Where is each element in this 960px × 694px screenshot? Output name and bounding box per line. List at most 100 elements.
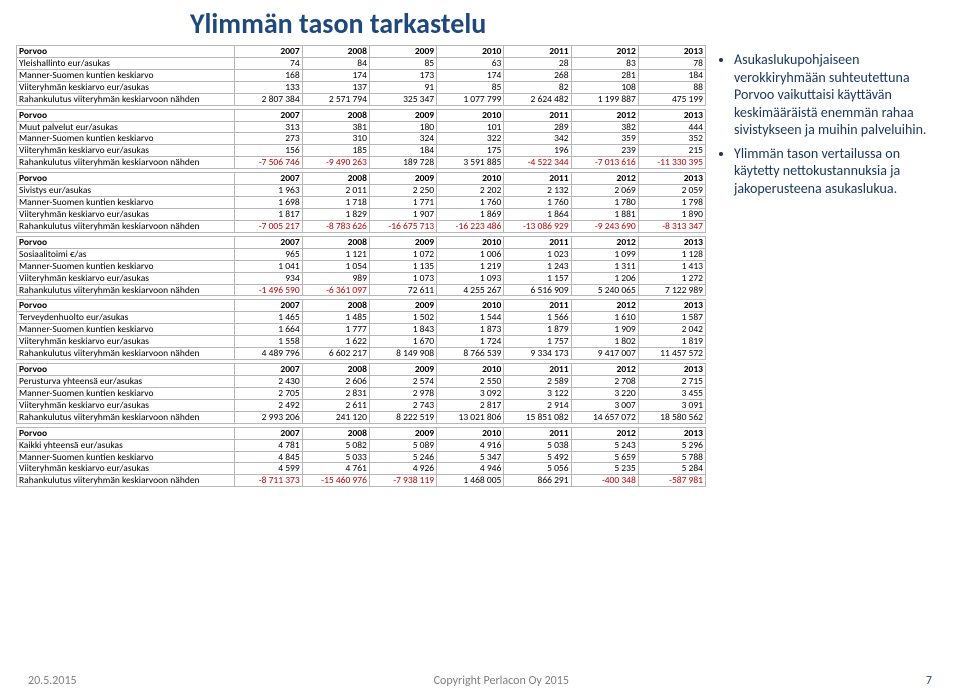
row-value: 180 (369, 121, 436, 133)
row-value: 1 890 (638, 208, 705, 220)
table-row: Terveydenhuolto eur/asukas1 4651 4851 50… (17, 312, 706, 324)
table-header-year: 2009 (369, 46, 436, 58)
row-value: 2 132 (504, 185, 571, 197)
row-value: 1 135 (369, 260, 436, 272)
row-value: 273 (235, 133, 302, 145)
table-row: Viiteryhmän keskiarvo eur/asukas1 8171 8… (17, 208, 706, 220)
row-value: 1 724 (437, 336, 504, 348)
row-value: 8 222 519 (369, 411, 436, 423)
row-value: 444 (638, 121, 705, 133)
row-value: 5 246 (369, 451, 436, 463)
row-value: 2 011 (302, 185, 369, 197)
row-value: 2 574 (369, 375, 436, 387)
row-value: 5 089 (369, 439, 436, 451)
table-header-label: Porvoo (17, 109, 235, 121)
row-value: 1 099 (571, 248, 638, 260)
row-label: Viiteryhmän keskiarvo eur/asukas (17, 208, 235, 220)
row-value: 1 760 (504, 197, 571, 209)
row-value: 2 993 206 (235, 411, 302, 423)
table-row: Viiteryhmän keskiarvo eur/asukas15618518… (17, 145, 706, 157)
table-header-label: Porvoo (17, 300, 235, 312)
row-value: 1 907 (369, 208, 436, 220)
row-label: Sivistys eur/asukas (17, 185, 235, 197)
row-value: 174 (302, 69, 369, 81)
row-value: 5 033 (302, 451, 369, 463)
row-value: 108 (571, 81, 638, 93)
row-value: 4 926 (369, 463, 436, 475)
row-value: 5 284 (638, 463, 705, 475)
row-value: 5 788 (638, 451, 705, 463)
table-header-year: 2011 (504, 46, 571, 58)
table-header-year: 2007 (235, 364, 302, 376)
table-header-year: 2012 (571, 427, 638, 439)
row-label: Manner-Suomen kuntien keskiarvo (17, 387, 235, 399)
row-label: Muut palvelut eur/asukas (17, 121, 235, 133)
table-header-year: 2012 (571, 173, 638, 185)
row-value: 1 413 (638, 260, 705, 272)
row-value: 82 (504, 81, 571, 93)
row-value: 101 (437, 121, 504, 133)
row-value: 74 (235, 57, 302, 69)
row-value: -7 938 119 (369, 475, 436, 487)
table-row: Viiteryhmän keskiarvo eur/asukas1 5581 6… (17, 336, 706, 348)
row-value: 174 (437, 69, 504, 81)
row-value: 1 622 (302, 336, 369, 348)
row-value: -1 496 590 (235, 284, 302, 296)
table-row: Rahankulutus viiteryhmän keskiarvoon näh… (17, 411, 706, 423)
footer-date: 20.5.2015 (28, 674, 77, 688)
row-label: Rahankulutus viiteryhmän keskiarvoon näh… (17, 157, 235, 169)
row-value: 1 780 (571, 197, 638, 209)
row-label: Rahankulutus viiteryhmän keskiarvoon näh… (17, 284, 235, 296)
row-value: 189 728 (369, 157, 436, 169)
row-value: -8 313 347 (638, 220, 705, 232)
row-value: 15 851 082 (504, 411, 571, 423)
row-value: -4 522 344 (504, 157, 571, 169)
row-value: 268 (504, 69, 571, 81)
row-value: -15 460 976 (302, 475, 369, 487)
row-value: 1 502 (369, 312, 436, 324)
row-value: 1 610 (571, 312, 638, 324)
row-value: 133 (235, 81, 302, 93)
row-value: 1 093 (437, 272, 504, 284)
row-value: 11 457 572 (638, 348, 705, 360)
row-value: 1 829 (302, 208, 369, 220)
row-value: 1 054 (302, 260, 369, 272)
row-value: -9 490 263 (302, 157, 369, 169)
row-value: 1 121 (302, 248, 369, 260)
row-value: 1 777 (302, 324, 369, 336)
row-value: 322 (437, 133, 504, 145)
table-row: Manner-Suomen kuntien keskiarvo2 7052 83… (17, 387, 706, 399)
row-value: 1 881 (571, 208, 638, 220)
row-value: 2 059 (638, 185, 705, 197)
row-value: 6 516 909 (504, 284, 571, 296)
row-value: 78 (638, 57, 705, 69)
table-row: Rahankulutus viiteryhmän keskiarvoon näh… (17, 284, 706, 296)
table-row: Sosiaalitoimi €/as9651 1211 0721 0061 02… (17, 248, 706, 260)
row-value: 382 (571, 121, 638, 133)
row-value: 2 202 (437, 185, 504, 197)
row-label: Manner-Suomen kuntien keskiarvo (17, 69, 235, 81)
row-value: 5 235 (571, 463, 638, 475)
row-label: Manner-Suomen kuntien keskiarvo (17, 197, 235, 209)
table-header-label: Porvoo (17, 46, 235, 58)
table-row: Perusturva yhteensä eur/asukas2 4302 606… (17, 375, 706, 387)
table-header-year: 2012 (571, 300, 638, 312)
table-header-year: 2010 (437, 173, 504, 185)
row-value: 1 873 (437, 324, 504, 336)
row-value: 5 492 (504, 451, 571, 463)
table-header-year: 2013 (638, 236, 705, 248)
row-value: 4 781 (235, 439, 302, 451)
row-value: 85 (369, 57, 436, 69)
table-row: Manner-Suomen kuntien keskiarvo168174173… (17, 69, 706, 81)
row-label: Manner-Suomen kuntien keskiarvo (17, 133, 235, 145)
row-value: 1 272 (638, 272, 705, 284)
row-value: -7 013 616 (571, 157, 638, 169)
row-label: Viiteryhmän keskiarvo eur/asukas (17, 145, 235, 157)
row-label: Viiteryhmän keskiarvo eur/asukas (17, 463, 235, 475)
row-value: 2 715 (638, 375, 705, 387)
row-value: 2 611 (302, 399, 369, 411)
row-value: 1 465 (235, 312, 302, 324)
table-header-year: 2013 (638, 173, 705, 185)
row-label: Yleishallinto eur/asukas (17, 57, 235, 69)
row-value: 91 (369, 81, 436, 93)
